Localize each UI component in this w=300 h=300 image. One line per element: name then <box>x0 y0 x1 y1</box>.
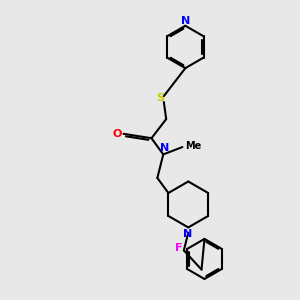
Text: F: F <box>175 243 183 253</box>
Text: S: S <box>156 94 164 103</box>
Text: O: O <box>113 129 122 139</box>
Text: N: N <box>183 229 192 239</box>
Text: N: N <box>160 143 169 153</box>
Text: N: N <box>181 16 190 26</box>
Text: Me: Me <box>185 141 202 151</box>
